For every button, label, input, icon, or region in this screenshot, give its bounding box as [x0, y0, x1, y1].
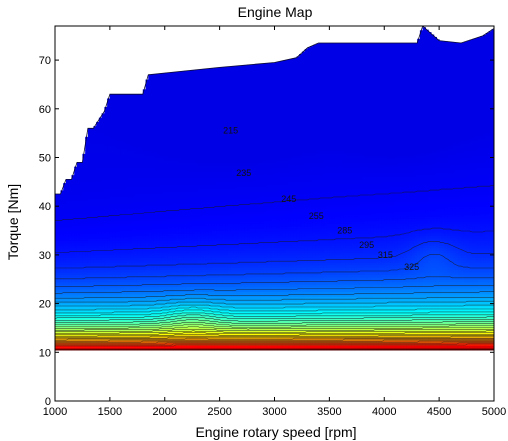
- x-tick-label: 1500: [98, 406, 122, 418]
- x-tick-label: 3500: [317, 406, 341, 418]
- y-tick-label: 60: [39, 104, 51, 116]
- y-tick-label: 20: [39, 299, 51, 311]
- chart-title: Engine Map: [238, 4, 313, 20]
- x-tick-label: 4500: [427, 406, 451, 418]
- y-tick-label: 0: [45, 396, 51, 408]
- contour-value-label: 245: [281, 194, 296, 204]
- x-axis-label: Engine rotary speed [rpm]: [195, 424, 356, 440]
- y-tick-label: 50: [39, 152, 51, 164]
- y-axis-label: Torque [Nm]: [5, 184, 21, 260]
- x-tick-label: 4000: [372, 406, 396, 418]
- x-tick-label: 2000: [153, 406, 177, 418]
- x-tick-label: 3000: [262, 406, 286, 418]
- contour-value-label: 295: [359, 240, 374, 250]
- contour-value-label: 285: [337, 226, 352, 236]
- x-tick-label: 2500: [207, 406, 231, 418]
- contour-value-label: 235: [236, 168, 251, 178]
- contour-value-label: 315: [378, 250, 393, 260]
- y-tick-label: 30: [39, 250, 51, 262]
- contour-value-label: 255: [309, 211, 324, 221]
- y-tick-label: 10: [39, 347, 51, 359]
- y-tick-label: 70: [39, 55, 51, 67]
- x-tick-label: 5000: [482, 406, 506, 418]
- contour-value-label: 325: [404, 262, 419, 272]
- contour-value-label: 215: [223, 126, 238, 136]
- y-tick-label: 40: [39, 201, 51, 213]
